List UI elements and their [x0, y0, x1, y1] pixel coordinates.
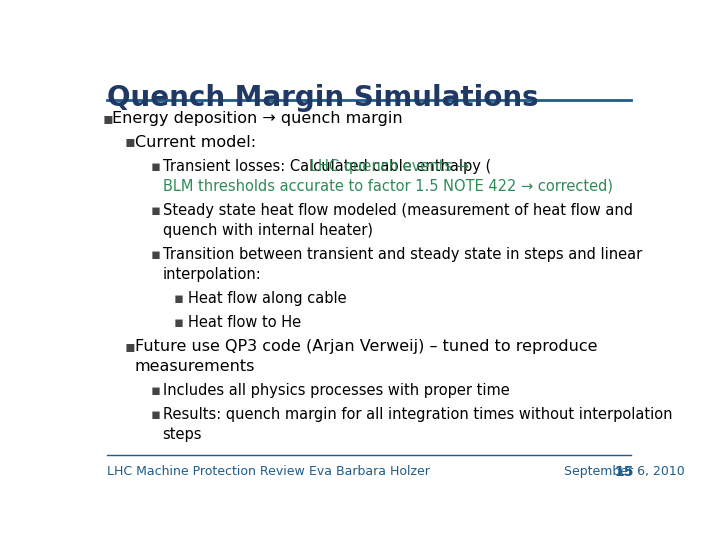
Text: ▪: ▪ [174, 291, 184, 306]
Text: ▪: ▪ [150, 407, 160, 422]
Text: Heat flow to He: Heat flow to He [188, 315, 301, 330]
Text: Steady state heat flow modeled (measurement of heat flow and: Steady state heat flow modeled (measurem… [163, 202, 633, 218]
Text: quench with internal heater): quench with internal heater) [163, 222, 372, 238]
Text: LHC quench events →: LHC quench events → [310, 159, 469, 173]
Text: Transition between transient and steady state in steps and linear: Transition between transient and steady … [163, 247, 642, 262]
Text: ▪: ▪ [150, 247, 160, 262]
Text: ▪: ▪ [125, 134, 135, 150]
Text: 15: 15 [615, 465, 634, 479]
Text: ▪: ▪ [150, 383, 160, 399]
Text: Quench Margin Simulations: Quench Margin Simulations [107, 84, 539, 112]
Text: Eva Barbara Holzer: Eva Barbara Holzer [309, 465, 429, 478]
Text: ▪: ▪ [150, 202, 160, 218]
Text: Current model:: Current model: [135, 134, 256, 150]
Text: Transient losses: Calculated cable enthalpy (: Transient losses: Calculated cable entha… [163, 159, 491, 173]
Text: ▪: ▪ [174, 315, 184, 330]
Text: ▪: ▪ [150, 159, 160, 173]
Text: interpolation:: interpolation: [163, 267, 261, 282]
Text: LHC Machine Protection Review: LHC Machine Protection Review [107, 465, 305, 478]
Text: ▪: ▪ [102, 111, 113, 125]
Text: Heat flow along cable: Heat flow along cable [188, 291, 346, 306]
Text: measurements: measurements [135, 359, 255, 374]
Text: steps: steps [163, 427, 202, 442]
Text: Results: quench margin for all integration times without interpolation: Results: quench margin for all integrati… [163, 407, 672, 422]
Text: Future use QP3 code (Arjan Verweij) – tuned to reproduce: Future use QP3 code (Arjan Verweij) – tu… [135, 339, 597, 354]
Text: BLM thresholds accurate to factor 1.5 NOTE 422 → corrected): BLM thresholds accurate to factor 1.5 NO… [163, 178, 613, 193]
Text: Energy deposition → quench margin: Energy deposition → quench margin [112, 111, 403, 125]
Text: ▪: ▪ [125, 339, 135, 354]
Text: Includes all physics processes with proper time: Includes all physics processes with prop… [163, 383, 509, 399]
Text: September 6, 2010: September 6, 2010 [564, 465, 685, 478]
